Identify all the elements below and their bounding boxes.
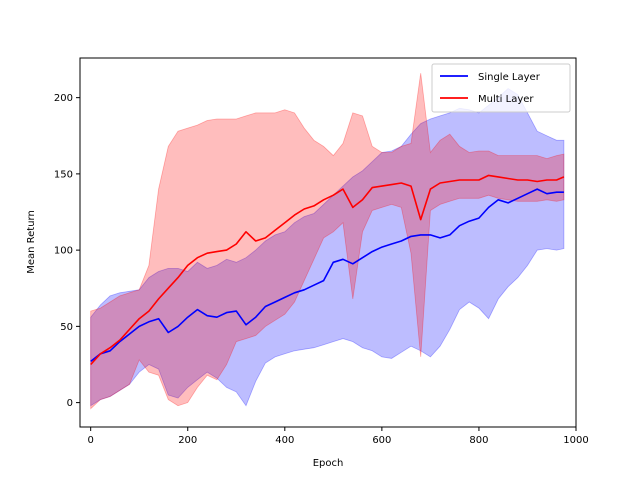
y-tick-label: 100 <box>54 246 73 257</box>
legend-label-single-layer: Single Layer <box>478 72 541 83</box>
y-tick-label: 50 <box>60 322 73 333</box>
confidence-bands <box>90 73 565 410</box>
plot-frame <box>79 57 577 428</box>
legend-label-multi-layer: Multi Layer <box>478 94 534 105</box>
x-tick-label: 600 <box>372 435 391 446</box>
x-tick-label: 800 <box>469 435 488 446</box>
band-single-layer <box>90 87 565 407</box>
y-axis-ticks: 0 50 100 150 200 <box>54 93 80 409</box>
y-tick-label: 200 <box>54 93 73 104</box>
y-axis-label: Mean Return <box>26 210 37 274</box>
x-tick-label: 400 <box>275 435 294 446</box>
band-multi-layer <box>90 73 565 410</box>
x-axis-label: Epoch <box>313 458 344 469</box>
series-lines <box>90 174 565 366</box>
legend: Single Layer Multi Layer <box>431 63 571 113</box>
y-tick-label: 0 <box>67 398 73 409</box>
y-tick-label: 150 <box>54 169 73 180</box>
x-tick-label: 1000 <box>563 435 588 446</box>
x-tick-label: 200 <box>178 435 197 446</box>
line-multi-layer <box>90 174 565 366</box>
x-tick-label: 0 <box>87 435 93 446</box>
line-single-layer <box>90 188 564 363</box>
x-axis-ticks: 0 200 400 600 800 1000 <box>87 427 589 446</box>
